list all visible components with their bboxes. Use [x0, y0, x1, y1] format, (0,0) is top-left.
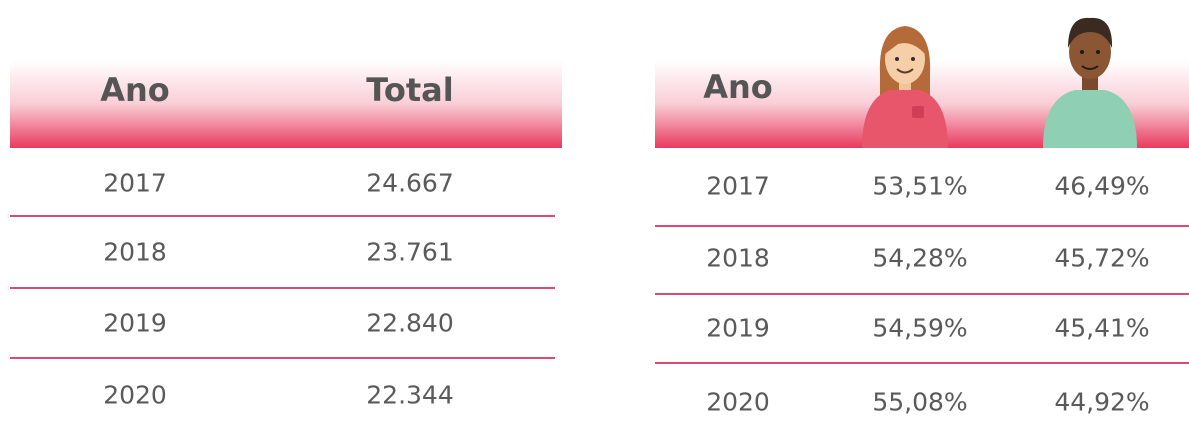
- table-cell: 53,51%: [872, 171, 968, 201]
- table-cell: 54,28%: [872, 243, 968, 273]
- table-cell: 45,41%: [1054, 313, 1150, 343]
- table-cell: 55,08%: [872, 387, 968, 417]
- table-cell: 2017: [706, 171, 770, 201]
- row-divider: [655, 362, 1189, 364]
- row-divider: [10, 215, 555, 217]
- column-header: Ano: [703, 68, 773, 106]
- row-divider: [655, 293, 1189, 295]
- table-cell: 2019: [103, 308, 167, 338]
- table-cell: 22.840: [366, 308, 454, 338]
- column-header: Total: [366, 71, 454, 109]
- table-cell: 46,49%: [1054, 171, 1150, 201]
- row-divider: [10, 287, 555, 289]
- table-cell: 44,92%: [1054, 387, 1150, 417]
- row-divider: [655, 225, 1189, 227]
- woman-icon: [862, 26, 948, 148]
- table-cell: 22.344: [366, 380, 454, 410]
- table-cell: 24.667: [366, 168, 454, 198]
- table-cell: 2018: [103, 237, 167, 267]
- table-cell: 54,59%: [872, 313, 968, 343]
- man-icon: [1043, 17, 1137, 148]
- table-cell: 45,72%: [1054, 243, 1150, 273]
- table-cell: 2019: [706, 313, 770, 343]
- table-cell: 2017: [103, 168, 167, 198]
- table-cell: 23.761: [366, 237, 454, 267]
- header-band: [10, 60, 562, 148]
- row-divider: [10, 357, 555, 359]
- table-cell: 2018: [706, 243, 770, 273]
- table-cell: 2020: [103, 380, 167, 410]
- column-header: Ano: [100, 71, 170, 109]
- table-cell: 2020: [706, 387, 770, 417]
